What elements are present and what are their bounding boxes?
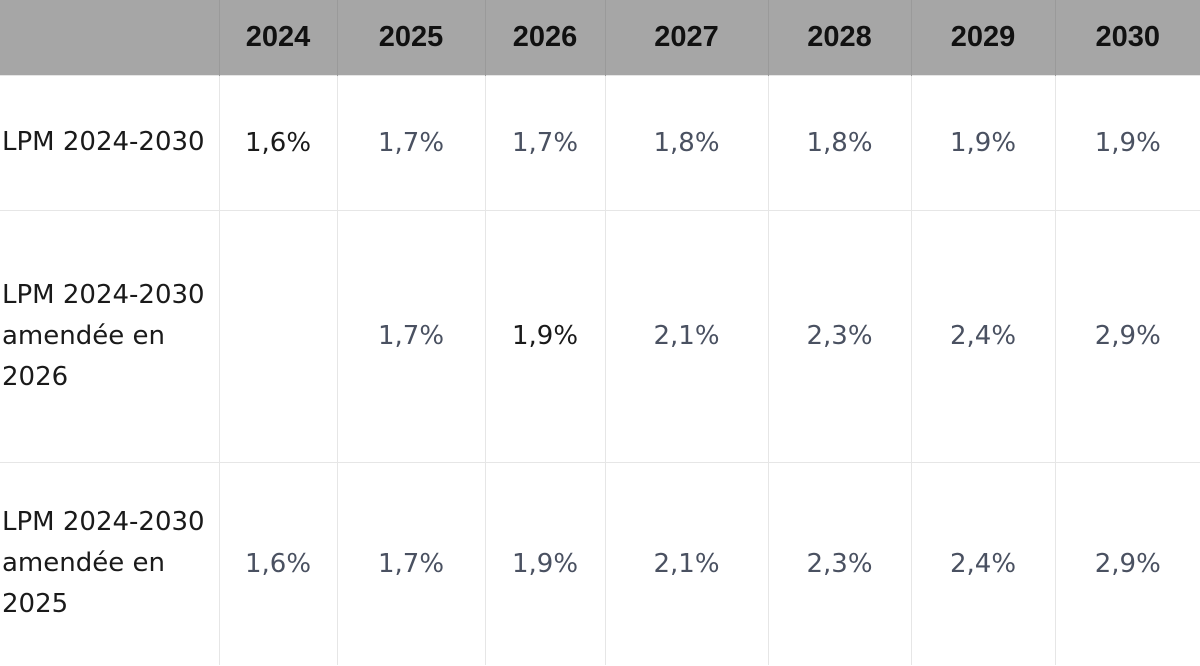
table-cell: 1,9% [484,461,605,665]
row-label: LPM 2024-2030 amendée en 2025 [0,461,219,665]
table-cell: 2,3% [767,209,911,462]
row-label: LPM 2024-2030 amendée en 2026 [0,209,219,462]
header-cell-2029: 2029 [910,0,1055,75]
table-cell: 1,9% [1054,74,1200,210]
table-cell: 2,9% [1054,209,1200,462]
header-cell-2025: 2025 [336,0,485,75]
table-cell: 1,7% [336,209,485,462]
table-cell: 1,9% [910,74,1055,210]
header-cell-2024: 2024 [218,0,337,75]
table-row: LPM 2024-2030 amendée en 2025 1,6% 1,7% … [0,461,1200,665]
header-cell-2030: 2030 [1054,0,1200,75]
table-cell: 1,6% [218,74,337,210]
table-cell: 1,8% [767,74,911,210]
table-cell: 2,3% [767,461,911,665]
table-cell [218,209,337,462]
table-row: LPM 2024-2030 1,6% 1,7% 1,7% 1,8% 1,8% 1… [0,74,1200,210]
table-cell: 1,7% [336,74,485,210]
header-cell-2026: 2026 [484,0,605,75]
header-cell-2027: 2027 [604,0,768,75]
header-cell-2028: 2028 [767,0,911,75]
table-row: LPM 2024-2030 amendée en 2026 1,7% 1,9% … [0,209,1200,462]
table-cell: 2,4% [910,461,1055,665]
header-row: 2024 2025 2026 2027 2028 2029 2030 [0,0,1200,75]
table-cell: 2,1% [604,209,768,462]
table-cell: 2,4% [910,209,1055,462]
table-cell: 2,9% [1054,461,1200,665]
table-cell: 1,7% [484,74,605,210]
table-cell: 2,1% [604,461,768,665]
table-cell: 1,8% [604,74,768,210]
table-cell: 1,9% [484,209,605,462]
header-cell-empty [0,0,219,75]
table-cell: 1,7% [336,461,485,665]
table-cell: 1,6% [218,461,337,665]
row-label: LPM 2024-2030 [0,74,219,210]
